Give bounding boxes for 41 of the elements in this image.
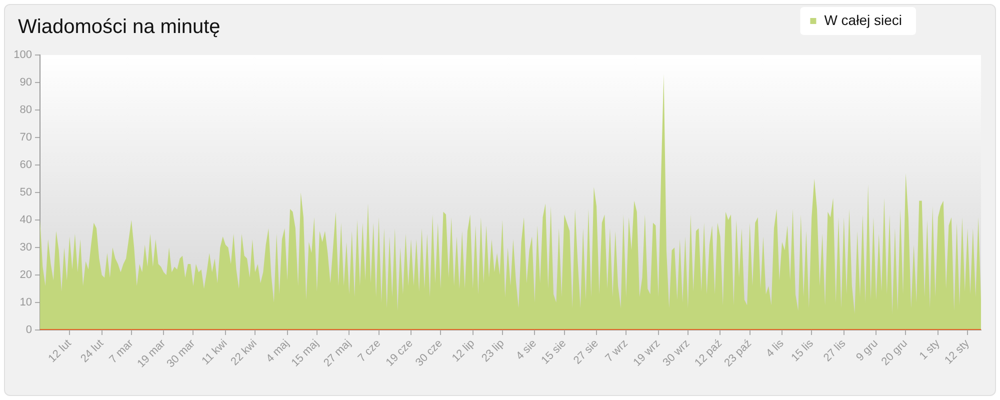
- x-tick-label: 27 lis: [822, 337, 848, 364]
- x-tick-label: 4 sie: [514, 337, 539, 362]
- x-tick-label: 1 sty: [917, 337, 943, 362]
- y-tick-label: 40: [20, 214, 32, 226]
- x-tick-label: 20 gru: [879, 337, 910, 368]
- y-tick-label: 100: [14, 49, 32, 62]
- x-tick-label: 23 lip: [480, 337, 507, 365]
- x-tick-label: 12 paź: [692, 337, 724, 370]
- y-tick-label: 20: [20, 269, 32, 282]
- x-tick-label: 30 wrz: [660, 337, 692, 369]
- y-tick-label: 80: [20, 104, 32, 116]
- y-tick-label: 70: [20, 132, 32, 144]
- x-tick-label: 15 maj: [289, 337, 322, 370]
- x-tick-label: 19 wrz: [631, 337, 663, 369]
- x-tick-label: 7 wrz: [603, 337, 630, 365]
- y-tick-label: 10: [20, 296, 32, 309]
- x-tick-label: 11 kwi: [200, 337, 230, 368]
- x-tick-label: 4 lis: [764, 337, 787, 360]
- x-tick-label: 27 maj: [322, 337, 354, 370]
- x-tick-label: 4 maj: [264, 337, 292, 365]
- x-tick-label: 15 sie: [539, 337, 569, 367]
- x-tick-label: 27 sie: [572, 337, 601, 367]
- x-tick-label: 7 cze: [356, 337, 384, 365]
- y-tick-label: 90: [20, 76, 32, 89]
- x-tick-label: 12 lip: [450, 337, 478, 365]
- y-tick-label: 0: [26, 324, 32, 336]
- x-tick-label: 19 cze: [384, 337, 416, 369]
- x-tick-label: 12 lut: [46, 337, 74, 365]
- y-tick-label: 30: [20, 242, 32, 254]
- chart-title: Wiadomości na minutę: [18, 16, 220, 38]
- x-tick-label: 24 lut: [78, 337, 106, 365]
- x-tick-label: 15 lis: [789, 337, 816, 364]
- x-tick-label: 7 mar: [107, 337, 136, 366]
- y-tick-label: 60: [20, 159, 32, 172]
- x-tick-label: 12 sty: [942, 337, 972, 367]
- x-tick-label: 9 gru: [854, 337, 880, 364]
- y-tick-label: 50: [20, 186, 32, 199]
- x-tick-label: 22 kwi: [228, 337, 260, 368]
- legend-label: W całej sieci: [824, 12, 902, 28]
- x-tick-label: 23 paź: [722, 337, 754, 370]
- x-tick-label: 30 cze: [413, 337, 445, 369]
